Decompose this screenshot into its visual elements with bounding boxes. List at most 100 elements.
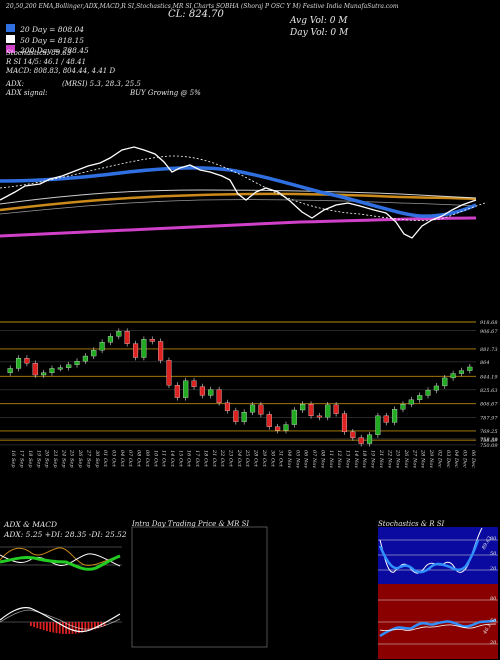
date-label: 18 Nov (361, 450, 367, 468)
price-level-label: 918.68 (480, 320, 498, 326)
legend-label-ema20: 20 Day = 808.04 (20, 25, 85, 34)
date-label: 29 Nov (428, 449, 434, 468)
candle-bearish (258, 404, 264, 415)
candle-bearish (333, 404, 339, 414)
candle-bullish (392, 409, 398, 423)
candle-bullish (91, 350, 97, 357)
candle-bearish (216, 389, 222, 403)
date-label: 04 Oct (119, 450, 125, 468)
candle-bearish (224, 402, 231, 411)
macd-histogram-bar (97, 622, 99, 629)
macd-histogram-bar (33, 622, 35, 628)
date-label: 12 Nov (336, 450, 342, 468)
date-label: 27 Nov (411, 449, 417, 468)
date-label: 27 Sep (85, 449, 91, 468)
candle-bullish (66, 364, 72, 368)
ema20-line (0, 166, 477, 218)
price-level-label: 806.67 (480, 402, 498, 408)
candle-bearish (308, 404, 314, 416)
date-label: 16 Oct (186, 450, 192, 468)
date-label: 24 Oct (236, 449, 242, 468)
candle-bearish (275, 426, 281, 431)
macd-signal (0, 609, 121, 630)
candle-bearish (158, 341, 164, 361)
close-label: CL: 824.70 (168, 9, 224, 20)
legend-ema50: 50 Day = 818.15 (6, 28, 84, 47)
candle-bullish (99, 342, 105, 351)
candle-bullish (433, 385, 439, 391)
date-label: 14 Nov (353, 450, 359, 468)
price-level-label: 769.25 (480, 429, 498, 435)
legend-label-ema200: 200 Day = 788.45 (20, 46, 89, 55)
date-label: 15 Oct (177, 450, 183, 468)
date-label: 28 Oct (253, 449, 259, 468)
candle-bullish (15, 358, 22, 369)
adx-panel (0, 527, 122, 582)
stochastics-title: Stochastics & R SI (378, 520, 445, 528)
candle-bullish (208, 389, 214, 396)
date-label: 18 Oct (202, 450, 208, 468)
date-label: 20 Sep (44, 449, 50, 468)
price-level-label: 881.73 (480, 347, 498, 353)
adx-macd-title: ADX & MACD (4, 520, 58, 529)
date-label: 08 Oct (136, 450, 142, 468)
macd-histogram-bar (39, 622, 42, 630)
date-label: 21 Nov (378, 449, 384, 468)
rsi-tick-20: 20 (490, 640, 497, 646)
price-level-label: 750.09 (480, 443, 498, 449)
date-label: 14 Oct (169, 450, 175, 468)
adx-plus-di (0, 547, 121, 566)
candle-bearish (24, 358, 30, 364)
adx-line (0, 554, 121, 571)
header-line: 20,50,200 EMA,Bollinger,ADX,MACD,R SI,St… (6, 3, 399, 10)
date-label: 07 Nov (311, 450, 317, 468)
adx-label: ADX: (6, 80, 25, 88)
ema200-line (0, 216, 477, 238)
legend-swatch-ema200 (6, 44, 15, 53)
macd-histogram-bar (62, 622, 64, 634)
candle-bearish (149, 339, 155, 342)
date-label: 30 Oct (269, 450, 275, 468)
candle-bearish (233, 410, 239, 422)
macd-histogram-bar (58, 622, 61, 634)
date-label: 26 Nov (403, 449, 409, 468)
price-levels: 918.68 906.67 881.73 864 844.19 825.63 806.67 7… (0, 320, 498, 449)
date-label: 06 Dec (470, 450, 476, 468)
rsi-reading: R SI 14/5: 46.1 / 48.41 (6, 58, 87, 66)
date-label: 03 Oct (110, 450, 116, 468)
legend-ema20: 20 Day = 808.04 (6, 17, 84, 36)
stoch-tick-20: 20 (490, 566, 497, 572)
date-label: 17 Sep (19, 450, 25, 468)
bollinger-lower (0, 199, 477, 215)
stoch-d-line (378, 539, 480, 574)
candle-bullish (375, 415, 381, 435)
stochastics-reading: Stochastics: 89.63 (6, 49, 72, 57)
candle-bearish (316, 415, 322, 418)
candle-bullish (57, 367, 63, 370)
date-label: 23 Oct (227, 449, 233, 468)
rsi-panel (378, 584, 498, 659)
avg-volume: Avg Vol: 0 M (290, 16, 348, 26)
date-label: 11 Nov (328, 450, 334, 468)
date-label: 19 Sep (35, 450, 41, 468)
candle-bearish (350, 431, 356, 438)
candle-bearish (174, 385, 180, 398)
price-level-label: 864 (480, 360, 490, 366)
macd-histogram-bar (42, 622, 45, 631)
candle-bullish (417, 395, 423, 400)
signal-dotted-line (0, 155, 486, 221)
candle-bullish (450, 373, 456, 379)
price-level-label: 844.19 (480, 374, 498, 380)
price-level-label: 756.59 (480, 438, 498, 444)
date-label: 09 Oct (144, 450, 150, 468)
adx-values: ADX: 5.25 +DI: 28.35 -DI: 25.52 (4, 530, 127, 539)
macd-histogram-bar (103, 622, 106, 626)
legend-label-ema50: 50 Day = 818.15 (20, 36, 85, 45)
macd-reading: MACD: 808.83, 804.44, 4.41 D (6, 67, 116, 75)
candle-bullish (425, 390, 431, 396)
macd-histogram-bar (84, 622, 87, 632)
candle-bearish (32, 363, 38, 376)
bollinger-upper (0, 189, 477, 205)
candle-bullish (400, 404, 406, 410)
macd-line (0, 607, 121, 633)
